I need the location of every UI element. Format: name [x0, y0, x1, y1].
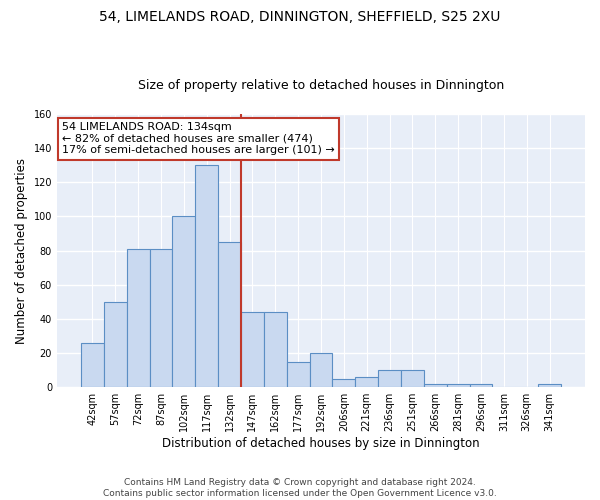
Bar — [81, 343, 104, 387]
Bar — [538, 384, 561, 387]
Bar — [332, 378, 355, 387]
Bar — [195, 165, 218, 387]
Bar — [218, 242, 241, 387]
Bar — [241, 312, 264, 387]
Bar — [104, 302, 127, 387]
Bar — [310, 353, 332, 387]
Bar — [127, 249, 149, 387]
Bar — [424, 384, 446, 387]
Bar — [287, 362, 310, 387]
X-axis label: Distribution of detached houses by size in Dinnington: Distribution of detached houses by size … — [162, 437, 480, 450]
Y-axis label: Number of detached properties: Number of detached properties — [15, 158, 28, 344]
Text: 54, LIMELANDS ROAD, DINNINGTON, SHEFFIELD, S25 2XU: 54, LIMELANDS ROAD, DINNINGTON, SHEFFIEL… — [100, 10, 500, 24]
Bar — [172, 216, 195, 387]
Bar — [264, 312, 287, 387]
Text: 54 LIMELANDS ROAD: 134sqm
← 82% of detached houses are smaller (474)
17% of semi: 54 LIMELANDS ROAD: 134sqm ← 82% of detac… — [62, 122, 335, 156]
Bar — [401, 370, 424, 387]
Bar — [378, 370, 401, 387]
Bar — [355, 377, 378, 387]
Text: Contains HM Land Registry data © Crown copyright and database right 2024.
Contai: Contains HM Land Registry data © Crown c… — [103, 478, 497, 498]
Title: Size of property relative to detached houses in Dinnington: Size of property relative to detached ho… — [138, 79, 504, 92]
Bar — [470, 384, 493, 387]
Bar — [149, 249, 172, 387]
Bar — [446, 384, 470, 387]
